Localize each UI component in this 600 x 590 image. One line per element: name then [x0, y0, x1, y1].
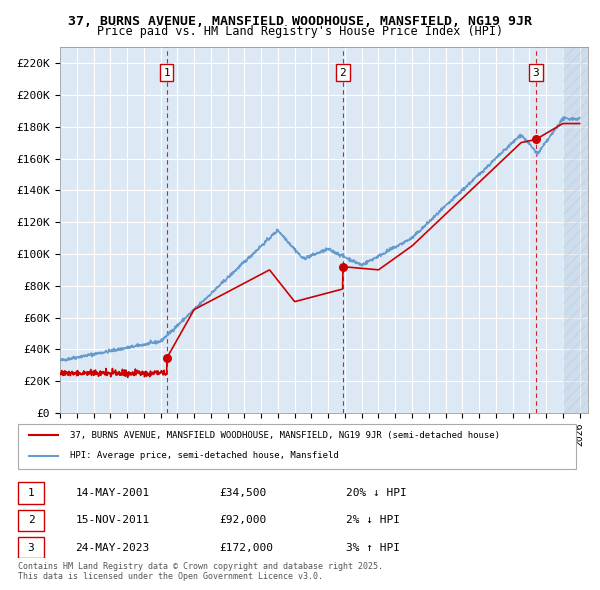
Text: 37, BURNS AVENUE, MANSFIELD WOODHOUSE, MANSFIELD, NG19 9JR: 37, BURNS AVENUE, MANSFIELD WOODHOUSE, M… [68, 15, 532, 28]
Bar [563, 47, 588, 413]
Text: 20% ↓ HPI: 20% ↓ HPI [346, 488, 407, 498]
Text: 37, BURNS AVENUE, MANSFIELD WOODHOUSE, MANSFIELD, NG19 9JR (semi-detached house): 37, BURNS AVENUE, MANSFIELD WOODHOUSE, M… [70, 431, 500, 440]
Text: £172,000: £172,000 [220, 543, 274, 553]
Text: 1: 1 [28, 488, 34, 498]
Text: £92,000: £92,000 [220, 516, 266, 525]
FancyBboxPatch shape [18, 483, 44, 504]
Text: 24-MAY-2023: 24-MAY-2023 [76, 543, 149, 553]
FancyBboxPatch shape [18, 510, 44, 531]
Text: 3: 3 [28, 543, 34, 553]
Text: Price paid vs. HM Land Registry's House Price Index (HPI): Price paid vs. HM Land Registry's House … [97, 25, 503, 38]
Text: Contains HM Land Registry data © Crown copyright and database right 2025.
This d: Contains HM Land Registry data © Crown c… [18, 562, 383, 581]
Text: 2: 2 [340, 68, 346, 78]
FancyBboxPatch shape [18, 537, 44, 558]
Text: HPI: Average price, semi-detached house, Mansfield: HPI: Average price, semi-detached house,… [70, 451, 338, 460]
Text: 3% ↑ HPI: 3% ↑ HPI [346, 543, 400, 553]
Text: 15-NOV-2011: 15-NOV-2011 [76, 516, 149, 525]
Text: £34,500: £34,500 [220, 488, 266, 498]
Point [338, 262, 348, 271]
Text: 1: 1 [163, 68, 170, 78]
Point [162, 353, 172, 363]
Text: 14-MAY-2001: 14-MAY-2001 [76, 488, 149, 498]
Point [531, 135, 541, 144]
Text: 3: 3 [532, 68, 539, 78]
Text: 2% ↓ HPI: 2% ↓ HPI [346, 516, 400, 525]
Text: 2: 2 [28, 516, 34, 525]
FancyBboxPatch shape [18, 424, 577, 470]
